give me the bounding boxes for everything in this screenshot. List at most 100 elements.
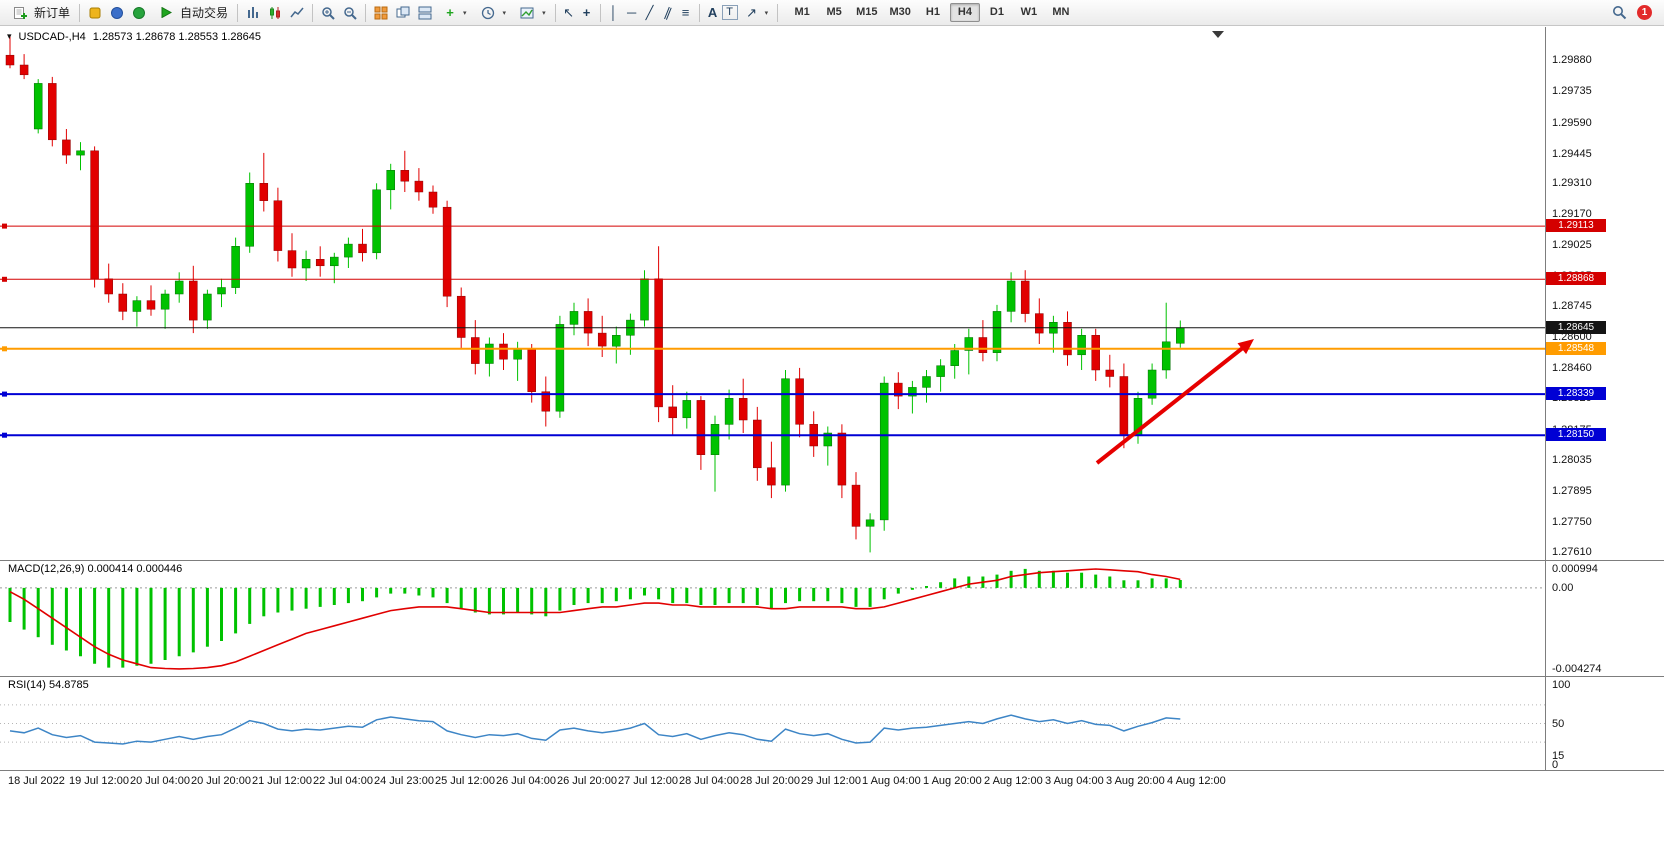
price-axis-tick: 1.28035 [1552,454,1592,466]
auto-trading-play-icon [155,2,177,24]
timeframe-button-h1[interactable]: H1 [925,6,940,18]
rsi-axis-tick: 100 [1552,679,1571,691]
tile-windows-icon[interactable] [370,2,392,24]
timeframe-button-h4[interactable]: H4 [949,3,980,22]
text-tool-icon[interactable]: A [707,5,718,20]
new-order-button[interactable]: 新订单 [4,2,75,24]
rsi-axis-tick: 15 [1552,750,1565,762]
metaeditor-icon[interactable] [84,2,106,24]
line-chart-icon[interactable] [286,2,308,24]
template-button[interactable]: ▾ [511,2,551,24]
search-icon [1608,2,1630,24]
toolbar-separator [599,3,601,22]
new-order-label: 新订单 [34,6,71,20]
price-axis-tick: 1.29445 [1552,148,1592,160]
time-axis-label: 20 Jul 04:00 [130,775,190,787]
time-axis-label: 4 Aug 12:00 [1167,775,1226,787]
panel-separator[interactable] [0,770,1664,771]
toolbar-separator [312,3,314,22]
arrows-tool-button[interactable]: ↗ ▾ [738,2,774,24]
price-axis-tick: 1.27610 [1552,546,1592,558]
terminal-icon[interactable] [106,2,128,24]
search-button[interactable] [1603,2,1635,24]
price-line-tag[interactable]: 1.28868 [1546,272,1606,285]
add-indicator-icon: + [446,5,454,20]
timeframe-button-d1[interactable]: D1 [989,6,1004,18]
price-axis-tick: 1.29590 [1552,117,1592,129]
time-axis-label: 22 Jul 04:00 [313,775,373,787]
timeframe-button-m1[interactable]: M1 [794,6,810,18]
macd-canvas[interactable] [0,561,1545,676]
vertical-line-icon[interactable]: │ [609,5,618,20]
timeframe-button-w1[interactable]: W1 [1020,6,1038,18]
bid-price-tag: 1.28645 [1546,321,1606,334]
clock-icon [477,2,499,24]
toolbar-separator [79,3,81,22]
price-axis-tick: 1.27895 [1552,485,1592,497]
price-axis-tick: 1.29310 [1552,177,1592,189]
time-axis-label: 1 Aug 20:00 [923,775,982,787]
bar-chart-icon[interactable] [242,2,264,24]
macd-axis-tick: 0.00 [1552,582,1574,594]
time-axis-label: 29 Jul 12:00 [801,775,861,787]
time-axis-label: 18 Jul 2022 [8,775,65,787]
new-order-icon [9,2,31,24]
price-axis-tick: 1.29880 [1552,54,1592,66]
macd-axis-tick: 0.000994 [1552,563,1598,575]
timeframe-button-m15[interactable]: M15 [856,6,878,18]
chart-symbol-period: USDCAD-,H4 [18,31,86,43]
crosshair-icon[interactable]: + [582,5,591,20]
chart-menu-icon[interactable]: ▾ [7,31,12,41]
price-line-tag[interactable]: 1.28150 [1546,428,1606,441]
toolbar-separator [237,3,239,22]
chevron-down-icon: ▾ [502,9,507,17]
time-axis-label: 3 Aug 20:00 [1106,775,1165,787]
panel-separator[interactable] [0,560,1664,561]
arrows-icon: ↗ [746,4,758,20]
time-axis-label: 3 Aug 04:00 [1045,775,1104,787]
time-axis-label: 28 Jul 20:00 [740,775,800,787]
time-axis-label: 24 Jul 23:00 [374,775,434,787]
horizontal-line-icon[interactable]: ─ [626,5,637,20]
equidistant-channel-icon[interactable]: ∥ [661,3,674,21]
period-button[interactable]: ▾ [472,2,512,24]
timeframe-button-m30[interactable]: M30 [889,6,911,18]
navigator-icon[interactable] [128,2,150,24]
time-axis-label: 26 Jul 20:00 [557,775,617,787]
price-line-tag[interactable]: 1.28548 [1546,342,1606,355]
toolbar-separator [698,3,700,22]
price-axis[interactable]: 1.29880 1.29735 1.29590 1.29445 1.29310 1.291… [1545,27,1664,771]
toolbar-separator [365,3,367,22]
candlestick-chart-icon[interactable] [264,2,286,24]
cursor-icon[interactable]: ↖ [563,4,575,20]
chevron-down-icon: ▾ [542,9,546,17]
time-axis[interactable]: 18 Jul 2022 19 Jul 12:00 20 Jul 04:00 20 Ju… [0,771,1664,793]
auto-trading-button[interactable]: 自动交易 [150,2,233,24]
time-axis-label: 21 Jul 12:00 [252,775,312,787]
timeframe-group: M1 M5 M15 M30 H1 H4 D1 W1 MN [786,3,1077,22]
price-line-tag[interactable]: 1.29113 [1546,219,1606,232]
panel-separator[interactable] [0,676,1664,677]
timeframe-button-m5[interactable]: M5 [826,6,842,18]
chart-title: ▾ USDCAD-,H4 1.28573 1.28678 1.28553 1.2… [7,31,261,43]
rsi-axis-tick: 0 [1552,759,1559,771]
rsi-canvas[interactable] [0,677,1545,770]
price-axis-tick: 1.29025 [1552,239,1592,251]
text-label-tool-icon[interactable]: T [721,5,738,20]
macd-label: MACD(12,26,9) 0.000414 0.000446 [8,563,183,575]
cascade-windows-icon[interactable] [392,2,414,24]
add-indicator-button[interactable]: + ▾ [436,2,472,24]
time-axis-label: 1 Aug 04:00 [862,775,921,787]
main-toolbar: 新订单 自动交易 + ▾ ▾ ▾ ↖ + │ ─ ╱ ∥ ≡ A T ↗ ▾ M1 M… [0,0,1664,26]
time-axis-label: 27 Jul 12:00 [618,775,678,787]
notification-badge[interactable]: 1 [1637,5,1652,20]
zoom-in-icon[interactable] [317,2,339,24]
tile-horizontal-icon[interactable] [414,2,436,24]
timeframe-button-mn[interactable]: MN [1052,6,1070,18]
fibonacci-icon[interactable]: ≡ [681,5,690,20]
zoom-out-icon[interactable] [339,2,361,24]
time-axis-label: 25 Jul 12:00 [435,775,495,787]
trendline-icon[interactable]: ╱ [645,4,654,20]
main-chart-canvas[interactable] [0,27,1545,560]
price-line-tag[interactable]: 1.28339 [1546,387,1606,400]
